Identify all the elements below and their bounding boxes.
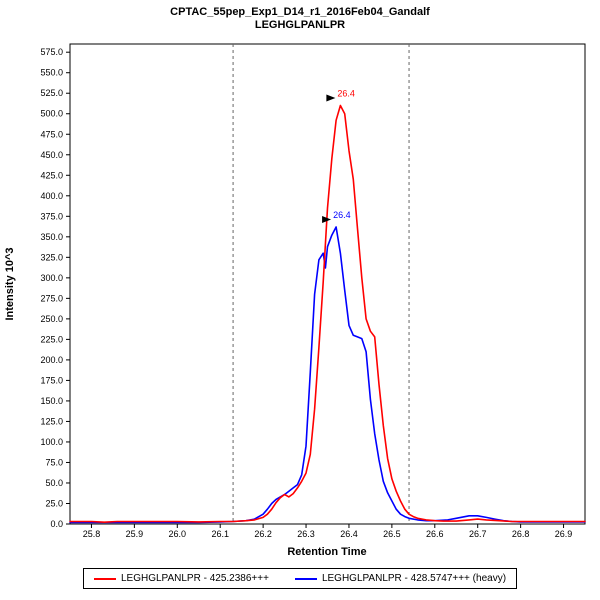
peak-arrow-icon bbox=[322, 215, 332, 223]
x-tick-label: 26.0 bbox=[169, 529, 187, 539]
y-tick-label: 450.0 bbox=[40, 150, 63, 160]
y-tick-label: 175.0 bbox=[40, 375, 63, 385]
y-tick-label: 100.0 bbox=[40, 437, 63, 447]
y-tick-label: 225.0 bbox=[40, 334, 63, 344]
x-tick-label: 26.3 bbox=[297, 529, 315, 539]
x-tick-label: 26.6 bbox=[426, 529, 444, 539]
peak-arrow-icon bbox=[326, 94, 336, 102]
legend-line-red bbox=[93, 577, 116, 580]
peak-rt-annotation-heavy: 26.4 bbox=[333, 210, 351, 220]
legend-item-light: LEGHGLPANLPR - 425.2386+++ bbox=[93, 573, 269, 584]
chart-title: CPTAC_55pep_Exp1_D14_r1_2016Feb04_Gandal… bbox=[170, 6, 430, 18]
y-tick-label: 375.0 bbox=[40, 211, 63, 221]
peak-rt-annotation-light: 26.4 bbox=[337, 89, 355, 99]
y-tick-label: 50.0 bbox=[45, 478, 63, 488]
x-tick-label: 26.8 bbox=[512, 529, 530, 539]
y-tick-label: 75.0 bbox=[45, 457, 63, 467]
y-tick-label: 300.0 bbox=[40, 273, 63, 283]
x-tick-label: 26.2 bbox=[254, 529, 272, 539]
y-tick-label: 425.0 bbox=[40, 170, 63, 180]
x-tick-label: 26.5 bbox=[383, 529, 401, 539]
chart-title-block: CPTAC_55pep_Exp1_D14_r1_2016Feb04_Gandal… bbox=[0, 0, 600, 32]
legend-line-blue bbox=[294, 577, 317, 580]
legend-item-heavy: LEGHGLPANLPR - 428.5747+++ (heavy) bbox=[294, 573, 507, 584]
plot-border bbox=[69, 43, 586, 525]
y-tick-label: 500.0 bbox=[40, 109, 63, 119]
chromatogram-trace-heavy[interactable] bbox=[69, 226, 586, 524]
x-tick-label: 26.9 bbox=[555, 529, 573, 539]
y-tick-label: 350.0 bbox=[40, 232, 63, 242]
legend-label-light: LEGHGLPANLPR - 425.2386+++ bbox=[120, 573, 269, 584]
y-tick-label: 400.0 bbox=[40, 191, 63, 201]
y-tick-label: 25.0 bbox=[45, 498, 63, 508]
y-tick-label: 575.0 bbox=[40, 47, 63, 57]
legend-label-heavy: LEGHGLPANLPR - 428.5747+++ (heavy) bbox=[321, 573, 507, 584]
y-tick-label: 525.0 bbox=[40, 88, 63, 98]
y-axis-label: Intensity 10^3 bbox=[4, 247, 16, 320]
y-tick-label: 475.0 bbox=[40, 129, 63, 139]
legend-box: LEGHGLPANLPR - 425.2386+++ LEGHGLPANLPR … bbox=[82, 568, 518, 589]
legend: LEGHGLPANLPR - 425.2386+++ LEGHGLPANLPR … bbox=[0, 568, 600, 589]
y-tick-label: 125.0 bbox=[40, 416, 63, 426]
x-tick-label: 26.7 bbox=[469, 529, 487, 539]
y-tick-label: 275.0 bbox=[40, 293, 63, 303]
x-axis-label: Retention Time bbox=[287, 546, 366, 558]
y-tick-label: 250.0 bbox=[40, 314, 63, 324]
chromatogram-plot[interactable]: Intensity 10^3 Retention Time 25.8 25.9 26… bbox=[0, 32, 600, 567]
chromatogram-trace-light[interactable] bbox=[69, 104, 586, 524]
y-tick-label: 550.0 bbox=[40, 68, 63, 78]
y-tick-label: 0.0 bbox=[50, 519, 63, 529]
x-tick-label: 26.1 bbox=[211, 529, 229, 539]
y-tick-label: 200.0 bbox=[40, 355, 63, 365]
y-tick-label: 150.0 bbox=[40, 396, 63, 406]
x-tick-label: 25.9 bbox=[126, 529, 144, 539]
chart-subtitle: LEGHGLPANLPR bbox=[254, 19, 346, 31]
x-tick-label: 25.8 bbox=[83, 529, 101, 539]
y-tick-label: 325.0 bbox=[40, 252, 63, 262]
x-tick-label: 26.4 bbox=[340, 529, 358, 539]
